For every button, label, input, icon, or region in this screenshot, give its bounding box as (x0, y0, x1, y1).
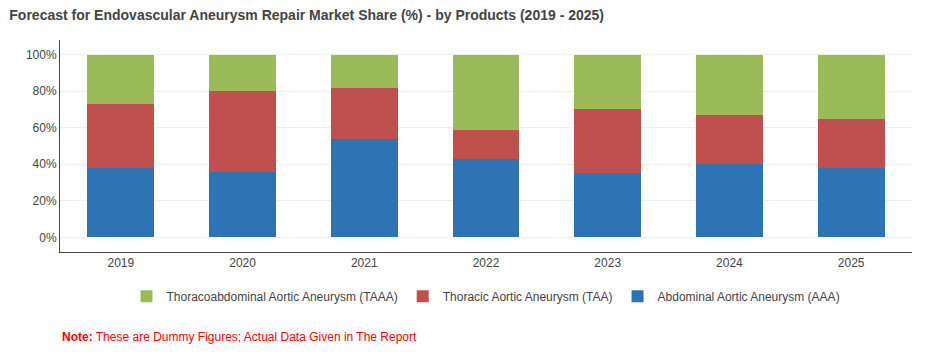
svg-text:2024: 2024 (716, 256, 743, 270)
svg-text:2023: 2023 (594, 256, 621, 270)
svg-text:2020: 2020 (229, 256, 256, 270)
svg-text:20%: 20% (33, 194, 57, 208)
svg-text:40%: 40% (33, 157, 57, 171)
svg-text:2021: 2021 (351, 256, 378, 270)
svg-text:2022: 2022 (473, 256, 500, 270)
svg-text:Thoracoabdominal Aortic Aneury: Thoracoabdominal Aortic Aneurysm (TAAA) (167, 290, 398, 304)
svg-text:80%: 80% (33, 84, 57, 98)
svg-text:60%: 60% (33, 121, 57, 135)
svg-text:Thoracic Aortic Aneurysm (TAA): Thoracic Aortic Aneurysm (TAA) (443, 290, 613, 304)
svg-text:Forecast for Endovascular Aneu: Forecast for Endovascular Aneurysm Repai… (9, 7, 604, 23)
svg-text:2025: 2025 (838, 256, 865, 270)
svg-text:0%: 0% (39, 231, 57, 245)
svg-text:100%: 100% (26, 48, 57, 62)
svg-text:2019: 2019 (108, 256, 135, 270)
svg-text:Note: These are Dummy Figures;: Note: These are Dummy Figures; Actual Da… (62, 330, 417, 344)
svg-text:Abdominal Aortic Aneurysm (AAA: Abdominal Aortic Aneurysm (AAA) (658, 290, 840, 304)
